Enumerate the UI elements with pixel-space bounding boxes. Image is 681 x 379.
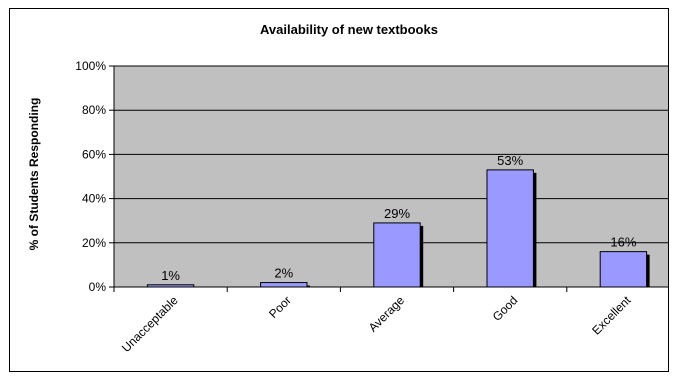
bar — [146, 284, 195, 288]
chart-frame: Availability of new textbooks % of Stude… — [9, 8, 681, 372]
x-tick-label: Poor — [266, 293, 294, 321]
x-tick-label: Excellent — [589, 293, 634, 338]
x-axis-ticks: Unacceptable Poor Average Good Excellent — [113, 287, 681, 355]
gridlines — [114, 65, 680, 244]
bar-value-label: 16% — [610, 235, 636, 250]
y-tick-label: 80% — [82, 103, 106, 117]
x-tick-label: Average — [366, 293, 408, 335]
y-tick-label: 100% — [75, 59, 106, 73]
bar — [486, 169, 534, 288]
bars: 1% 2% 29% 53% 16% — [146, 153, 650, 288]
chart-title: Availability of new textbooks — [260, 22, 438, 37]
bar — [599, 251, 648, 288]
x-tick-label: Unacceptable — [119, 293, 181, 355]
bar — [373, 222, 421, 288]
bar — [260, 282, 308, 288]
y-tick-label: 40% — [82, 192, 106, 206]
y-axis-ticks: 0% 20% 40% 60% 80% 100% — [75, 59, 680, 294]
chart-svg: Availability of new textbooks % of Stude… — [27, 22, 681, 355]
bar-value-label: 53% — [497, 153, 523, 168]
bar-value-label: 29% — [384, 206, 410, 221]
y-tick-label: 20% — [82, 236, 106, 250]
y-tick-label: 60% — [82, 147, 106, 161]
x-tick-label: Good — [490, 293, 521, 324]
y-axis-title: % of Students Responding — [27, 98, 41, 251]
bar-value-label: 2% — [274, 266, 293, 281]
bar-value-label: 1% — [161, 268, 180, 283]
y-tick-label: 0% — [89, 280, 107, 294]
